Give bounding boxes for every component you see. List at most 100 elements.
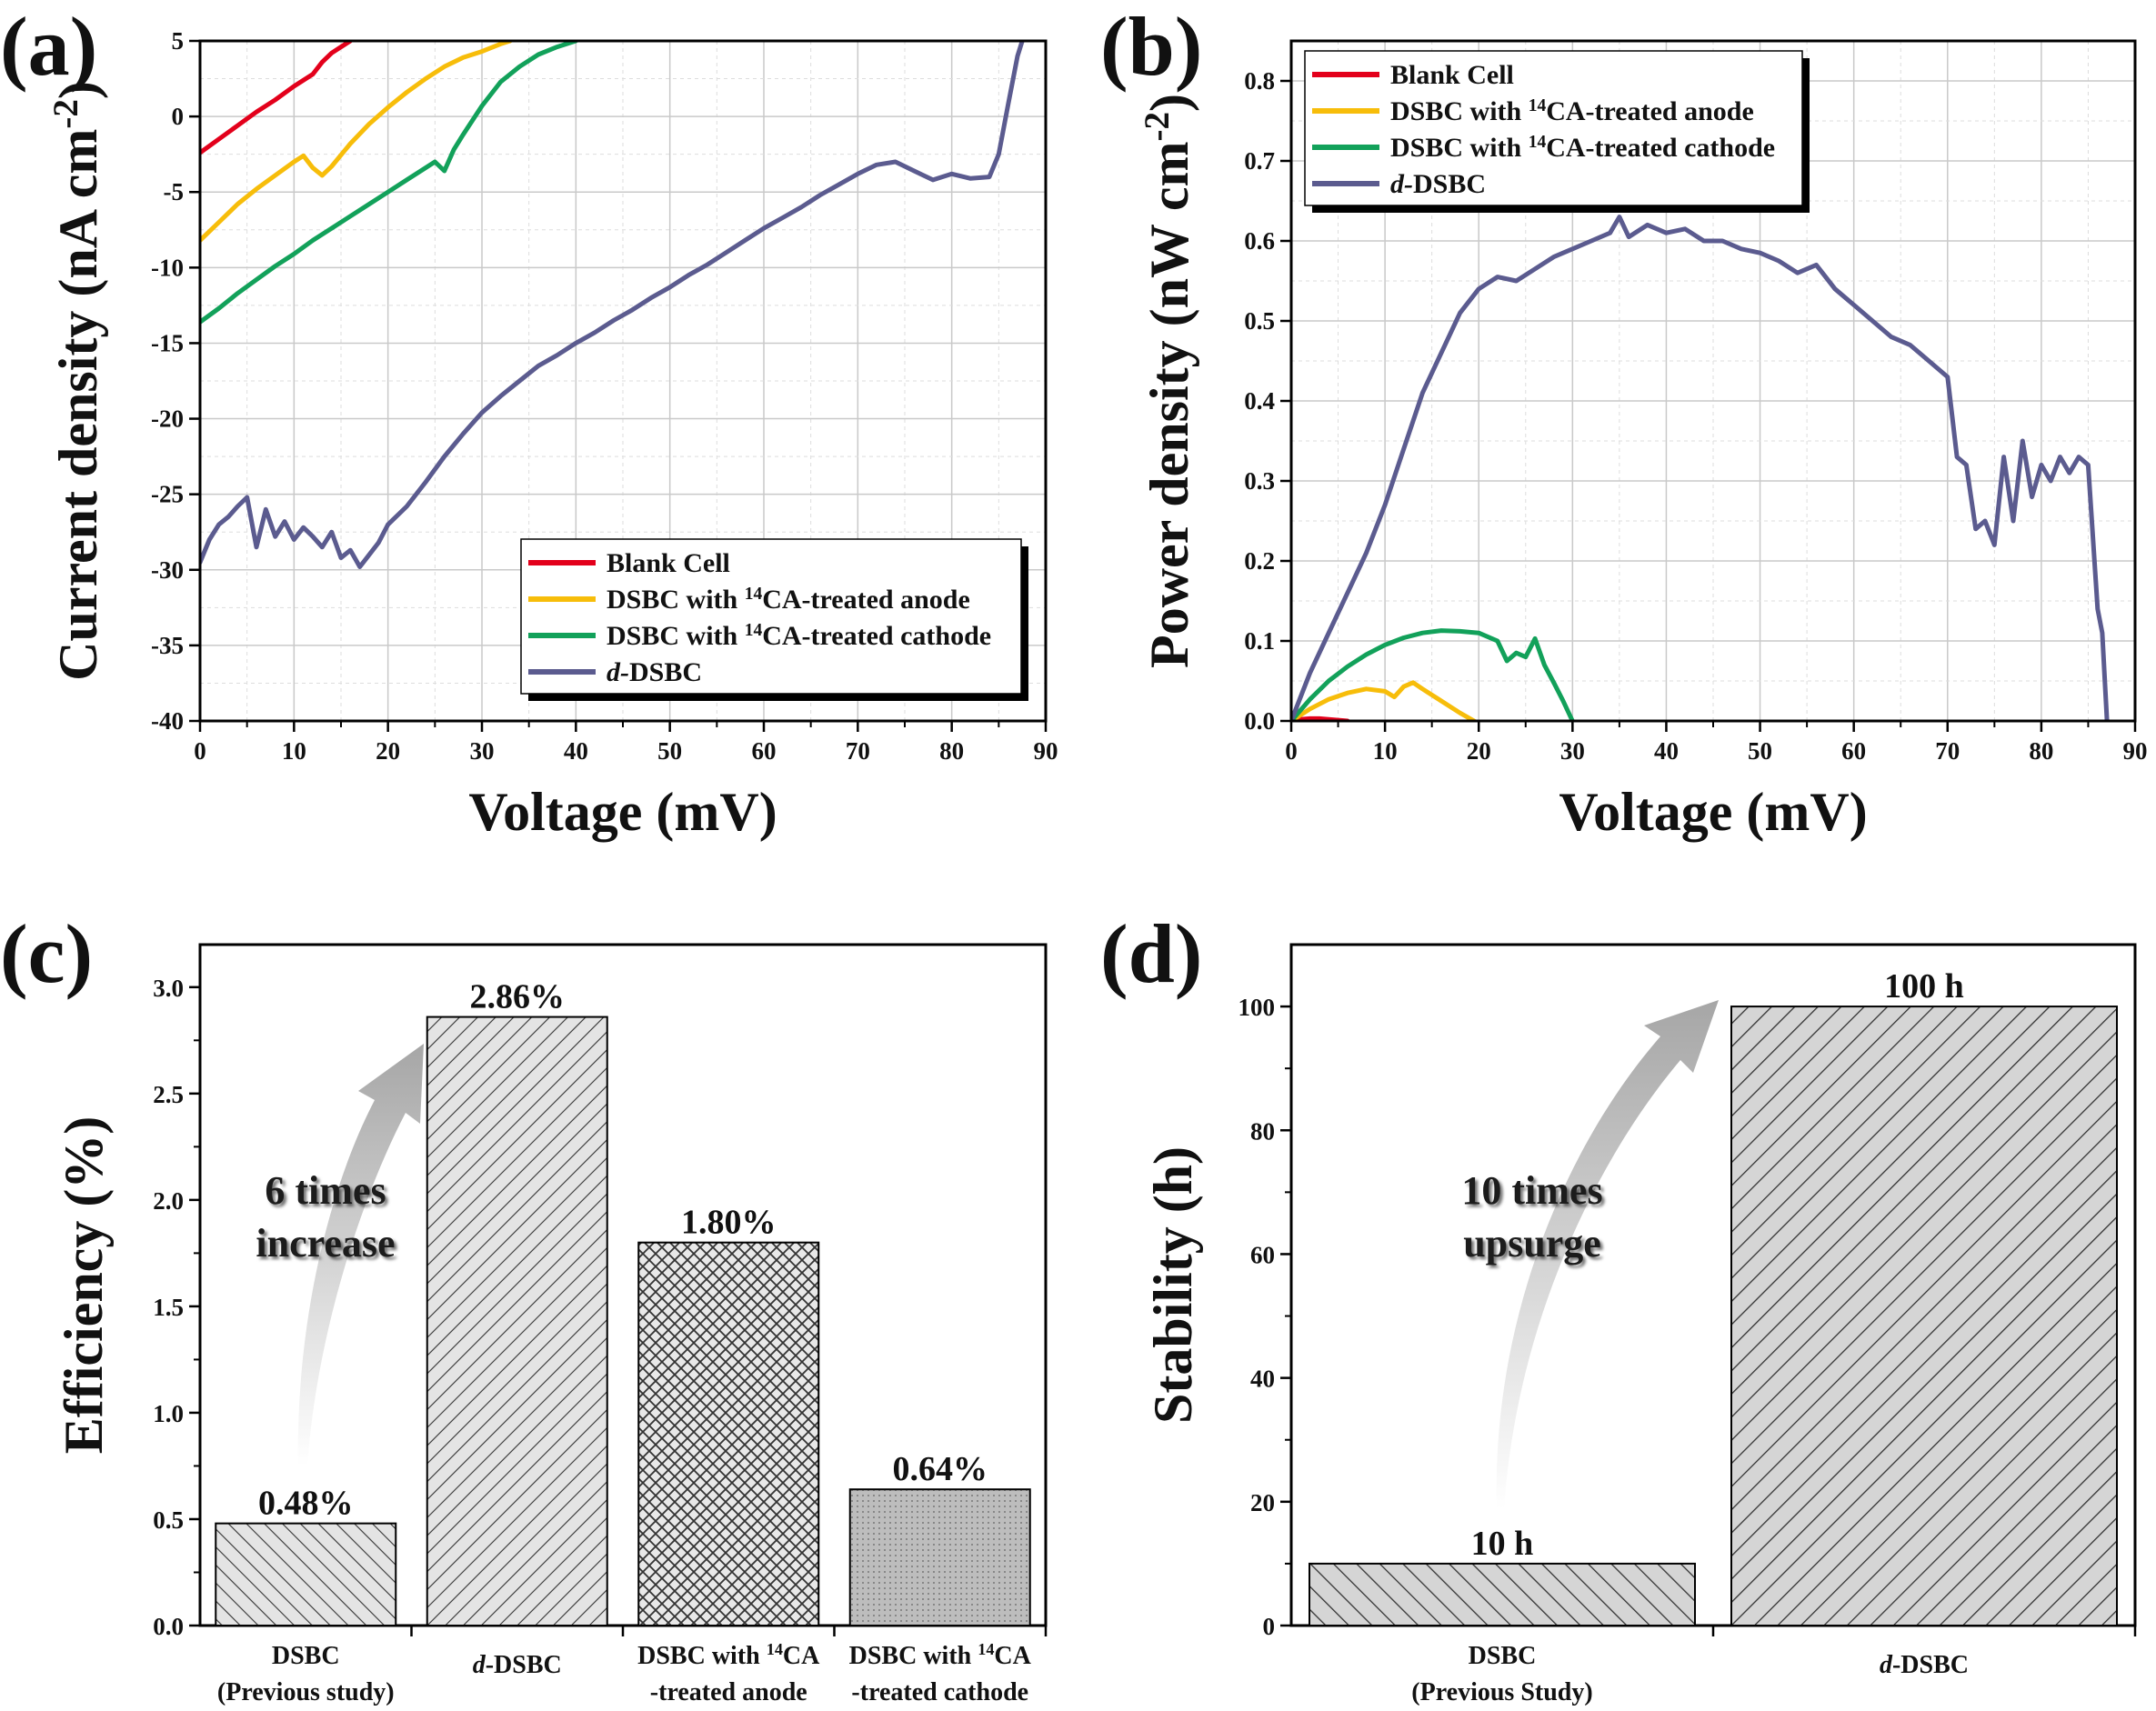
bar [848, 1488, 1031, 1626]
y-tick-label: 0.3 [1244, 467, 1275, 495]
y-tick-label: 40 [1250, 1366, 1275, 1393]
panel-letter: (c) [0, 907, 93, 1000]
panel-c: 0.0 0.5 1.0 1.5 2.0 2.5 3.0 0.48% DSBC (Previous … [0, 907, 1048, 1706]
x-tick-label: 10 [1373, 737, 1398, 765]
bar-value-label: 2.86% [470, 978, 566, 1016]
bar-value-label: 0.48% [258, 1485, 354, 1523]
panel-a: 0 10 20 30 40 50 60 70 80 9050-5-10-15-20-25-30-3… [0, 0, 1058, 842]
y-tick-label: 5 [172, 27, 185, 55]
x-tick-label: 10 [282, 737, 306, 765]
bar [426, 1016, 608, 1627]
x-tick-label: 40 [1654, 737, 1679, 765]
annotation-line2: upsurge [1463, 1221, 1601, 1266]
panel-letter: (a) [0, 0, 97, 93]
panel-b: 0 10 20 30 40 50 60 70 80 90 0.0 0.1 0.2 0.3 0.4 0.5 0.6… [1100, 0, 2148, 842]
x-tick-label: 70 [1935, 737, 1960, 765]
y-axis-title: Power density (nW cm-2) [1138, 94, 1200, 668]
x-tick-label: 50 [657, 737, 682, 765]
y-tick-label: -15 [151, 329, 184, 356]
panel-letter: (d) [1100, 907, 1202, 1000]
bar [215, 1522, 397, 1627]
series-line-1 [1291, 680, 1477, 721]
y-tick-label: -35 [151, 632, 184, 659]
legend-label: DSBC with 14CA-treated anode [1390, 96, 1754, 127]
y-axis-title: Stability (h) [1143, 1146, 1203, 1424]
y-tick-label: 0 [1263, 1613, 1276, 1640]
category-label-line2: (Previous study) [217, 1678, 395, 1706]
y-tick-label: -25 [151, 481, 184, 508]
bar [1309, 1562, 1696, 1626]
legend-label: Blank Cell [1390, 60, 1514, 90]
x-tick-label: 90 [1034, 737, 1058, 765]
category-label: DSBC with 14CA [637, 1640, 820, 1670]
bar [1730, 1006, 2118, 1627]
y-tick-label: 0.0 [153, 1613, 184, 1640]
legend-label: DSBC with 14CA-treated cathode [1390, 133, 1775, 164]
x-tick-label: 30 [1560, 737, 1585, 765]
y-tick-label: 0.0 [1244, 707, 1275, 735]
annotation-line2: increase [256, 1221, 395, 1266]
series-line-0 [200, 41, 353, 155]
series-line-3 [200, 41, 1025, 569]
increase-arrow-icon [1496, 1000, 1719, 1509]
y-tick-label: -10 [151, 254, 184, 281]
increase-arrow-icon [297, 1044, 424, 1466]
y-tick-label: 100 [1238, 994, 1276, 1021]
y-axis-title: Current density (nA cm-2) [46, 81, 109, 681]
bar-value-label: 10 h [1471, 1525, 1534, 1563]
y-tick-label: 0.2 [1244, 547, 1275, 575]
panel-letter: (b) [1100, 0, 1202, 93]
x-tick-label: 90 [2123, 737, 2148, 765]
y-tick-label: 1.0 [153, 1400, 184, 1427]
y-tick-label: 1.5 [153, 1294, 184, 1321]
legend-label: d-DSBC [1390, 169, 1486, 199]
y-tick-label: 0.7 [1244, 147, 1275, 175]
y-tick-label: 0.1 [1244, 627, 1275, 655]
y-tick-label: 3.0 [153, 975, 184, 1002]
y-tick-label: 0.8 [1244, 67, 1275, 95]
category-label: DSBC with 14CA [849, 1640, 1032, 1670]
category-label: DSBC [1469, 1642, 1537, 1670]
y-tick-label: 0.5 [153, 1506, 184, 1534]
series-line-1 [200, 41, 513, 243]
y-tick-label: 0 [172, 103, 185, 130]
y-tick-label: 0.6 [1244, 227, 1275, 255]
x-axis-title: Voltage (mV) [468, 782, 777, 842]
x-tick-label: 80 [2029, 737, 2053, 765]
series-line-2 [1291, 628, 1575, 721]
y-tick-label: 0.4 [1244, 387, 1275, 415]
legend-box [1304, 50, 1803, 206]
category-label: d-DSBC [1880, 1651, 1969, 1679]
y-tick-label: 0.5 [1244, 307, 1275, 335]
legend-label: DSBC with 14CA-treated cathode [607, 621, 991, 652]
legend-label: d-DSBC [607, 657, 702, 687]
y-tick-label: 2.0 [153, 1187, 184, 1215]
legend-box [520, 538, 1022, 695]
x-tick-label: 70 [846, 737, 870, 765]
y-tick-label: 20 [1250, 1489, 1275, 1516]
bar-value-label: 1.80% [681, 1204, 777, 1242]
y-tick-label: 60 [1250, 1241, 1275, 1268]
x-tick-label: 30 [470, 737, 495, 765]
legend-label: DSBC with 14CA-treated anode [607, 585, 970, 615]
y-tick-label: -30 [151, 556, 184, 584]
category-label-line2: -treated anode [650, 1678, 807, 1706]
y-axis-title: Efficiency (%) [54, 1116, 114, 1455]
x-tick-label: 60 [752, 737, 777, 765]
series-line-2 [200, 41, 578, 325]
category-label-line2: (Previous Study) [1411, 1678, 1592, 1706]
x-tick-label: 20 [1467, 737, 1491, 765]
x-tick-label: 60 [1841, 737, 1866, 765]
bar [637, 1241, 820, 1626]
x-axis-title: Voltage (mV) [1559, 782, 1867, 842]
category-label-line2: -treated cathode [851, 1678, 1028, 1706]
annotation-line1: 6 times [265, 1168, 386, 1213]
bar-value-label: 100 h [1884, 967, 1964, 1006]
y-tick-label: 2.5 [153, 1081, 184, 1108]
annotation-line1: 10 times [1461, 1168, 1602, 1213]
x-tick-label: 40 [564, 737, 588, 765]
y-tick-label: -20 [151, 405, 184, 433]
x-tick-label: 20 [376, 737, 400, 765]
series-line-3 [1291, 215, 2110, 721]
